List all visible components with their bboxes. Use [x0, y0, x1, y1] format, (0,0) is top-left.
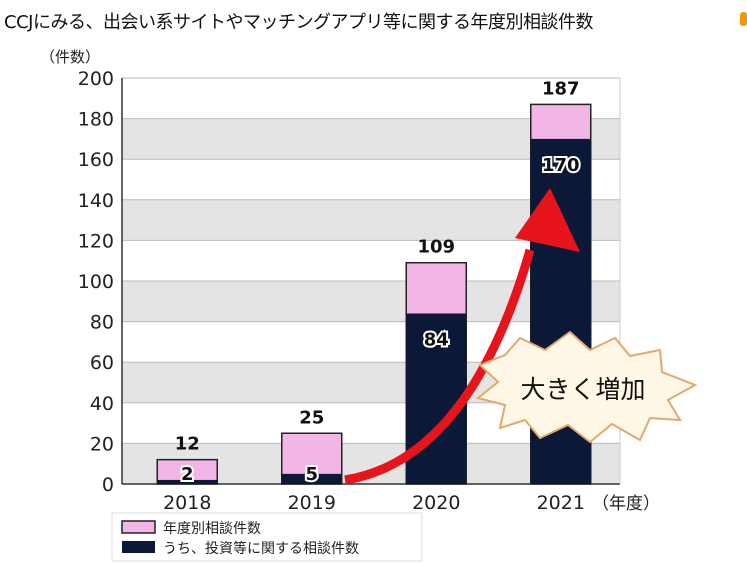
- data-label-investment: 170: [542, 155, 580, 176]
- data-label-total: 109: [417, 237, 455, 258]
- legend-swatch-total: [121, 520, 156, 534]
- y-tick-label: 120: [78, 230, 114, 252]
- annotation-text: 大きく増加: [520, 375, 645, 404]
- y-tick-label: 80: [90, 312, 114, 334]
- y-tick-label: 200: [78, 68, 114, 90]
- title-marker-icon: [740, 12, 747, 26]
- data-label-investment: 84: [424, 329, 449, 350]
- bar-investment-2020: [406, 313, 467, 484]
- data-label-total: 25: [299, 407, 324, 428]
- y-tick-label: 100: [78, 271, 114, 293]
- data-label-investment: 5: [305, 464, 318, 485]
- y-tick-label: 180: [78, 109, 114, 131]
- data-label-investment: 2: [181, 464, 194, 485]
- legend: 年度別相談件数 うち、投資等に関する相談件数: [111, 512, 423, 562]
- x-tick-label: 2021: [537, 492, 585, 514]
- bar-investment-2019: [281, 473, 342, 484]
- legend-label-investment: うち、投資等に関する相談件数: [163, 540, 359, 557]
- legend-swatch-investment: [122, 541, 155, 553]
- y-tick-label: 60: [90, 352, 114, 374]
- y-tick-label: 20: [90, 433, 114, 455]
- page-title: CCJにみる、出会い系サイトやマッチングアプリ等に関する年度別相談件数: [4, 12, 593, 33]
- x-tick-label: 2018: [163, 492, 211, 514]
- data-label-total: 187: [542, 78, 580, 99]
- bar-investment-2018: [157, 479, 218, 484]
- y-tick-label: 140: [78, 190, 114, 212]
- y-axis-label: （件数）: [40, 48, 100, 66]
- arrow-head-icon: [515, 188, 580, 252]
- x-axis-label: （年度）: [592, 494, 660, 514]
- x-tick-label: 2020: [412, 492, 460, 514]
- annotation-starburst: [475, 330, 698, 444]
- increase-arrow: [344, 248, 535, 485]
- data-label-total: 12: [175, 434, 200, 455]
- y-tick-label: 0: [102, 474, 114, 496]
- y-tick-label: 160: [78, 149, 114, 171]
- legend-label-total: 年度別相談件数: [163, 521, 261, 537]
- y-tick-label: 40: [90, 393, 114, 415]
- x-tick-label: 2019: [288, 492, 336, 514]
